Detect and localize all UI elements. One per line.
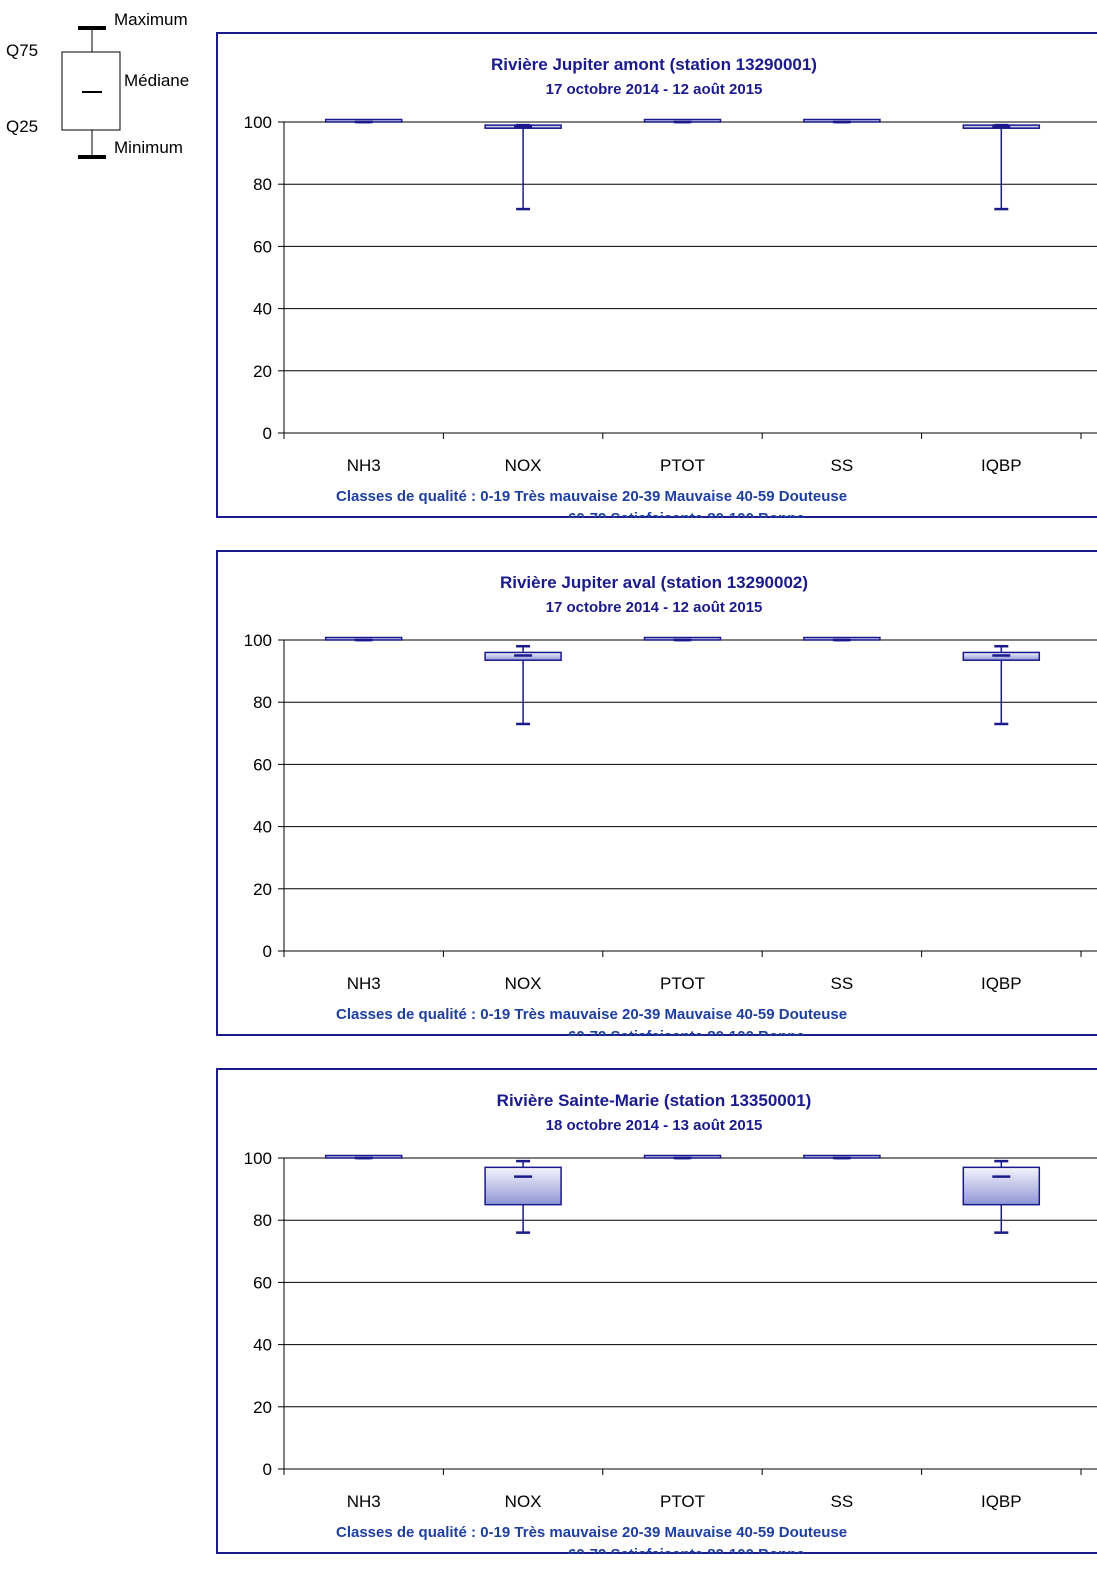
chart-title: Rivière Sainte-Marie (station 13350001) — [497, 1091, 812, 1110]
box-ptot — [643, 1154, 722, 1160]
chart-panel-jupiter-aval: Rivière Jupiter aval (station 13290002) 1… — [216, 550, 1097, 1036]
chart-title: Rivière Jupiter aval (station 13290002) — [500, 573, 808, 592]
x-tick-label: IQBP — [981, 1492, 1022, 1511]
y-tick-label: 20 — [253, 362, 272, 381]
box-iqr — [484, 1166, 562, 1206]
y-tick-label: 80 — [253, 175, 272, 194]
box-nh3 — [324, 118, 403, 124]
x-tick-label: NOX — [505, 456, 542, 475]
chart-panel-jupiter-amont: Rivière Jupiter amont (station 13290001)… — [216, 32, 1097, 518]
x-tick-label: PTOT — [660, 1492, 705, 1511]
box-nox — [484, 1159, 562, 1234]
x-tick-label: NH3 — [347, 974, 381, 993]
x-tick-label: SS — [831, 974, 854, 993]
box-nh3 — [324, 636, 403, 642]
box-ss — [803, 118, 881, 124]
x-tick-label: NH3 — [347, 456, 381, 475]
y-tick-label: 0 — [263, 424, 272, 443]
quality-classes-line1: Classes de qualité : 0-19 Très mauvaise … — [336, 1006, 847, 1023]
chart-frame — [216, 32, 1097, 518]
x-tick-label: IQBP — [981, 974, 1022, 993]
y-tick-label: 0 — [263, 1460, 272, 1479]
y-tick-label: 80 — [253, 693, 272, 712]
quality-classes-line2: 60-79 Satisfaisante 80-100 Bonne — [568, 1028, 805, 1036]
y-tick-label: 100 — [244, 1149, 272, 1168]
boxplot-chart-jupiter-amont: Rivière Jupiter amont (station 13290001)… — [216, 32, 1097, 518]
chart-subtitle: 17 octobre 2014 - 12 août 2015 — [546, 81, 763, 98]
box-iqr — [962, 1166, 1041, 1206]
legend-q75-label: Q75 — [6, 41, 38, 60]
x-tick-label: NOX — [505, 1492, 542, 1511]
box-ptot — [643, 118, 722, 124]
y-tick-label: 20 — [253, 880, 272, 899]
quality-classes-line2: 60-79 Satisfaisante 80-100 Bonne — [568, 510, 805, 518]
box-nh3 — [324, 1154, 403, 1160]
y-tick-label: 60 — [253, 755, 272, 774]
boxplot-chart-sainte-marie: Rivière Sainte-Marie (station 13350001) 1… — [216, 1068, 1097, 1554]
box-iqbp — [962, 1159, 1041, 1234]
box-ss — [803, 636, 881, 642]
boxplot-chart-jupiter-aval: Rivière Jupiter aval (station 13290002) 1… — [216, 550, 1097, 1036]
box-ptot — [643, 636, 722, 642]
box-nox — [484, 123, 562, 211]
y-tick-label: 20 — [253, 1398, 272, 1417]
y-tick-label: 100 — [244, 631, 272, 650]
y-tick-label: 0 — [263, 942, 272, 961]
box-iqbp — [962, 644, 1041, 726]
legend-maximum-label: Maximum — [114, 10, 188, 29]
y-tick-label: 60 — [253, 1273, 272, 1292]
chart-frame — [216, 1068, 1097, 1554]
y-tick-label: 100 — [244, 113, 272, 132]
quality-classes-line1: Classes de qualité : 0-19 Très mauvaise … — [336, 1524, 847, 1541]
chart-title: Rivière Jupiter amont (station 13290001) — [491, 55, 817, 74]
chart-frame — [216, 550, 1097, 1036]
y-tick-label: 40 — [253, 818, 272, 837]
y-tick-label: 80 — [253, 1211, 272, 1230]
chart-subtitle: 18 octobre 2014 - 13 août 2015 — [546, 1117, 763, 1134]
x-tick-label: PTOT — [660, 974, 705, 993]
x-tick-label: NOX — [505, 974, 542, 993]
quality-classes-line2: 60-79 Satisfaisante 80-100 Bonne — [568, 1546, 805, 1554]
x-tick-label: PTOT — [660, 456, 705, 475]
chart-subtitle: 17 octobre 2014 - 12 août 2015 — [546, 599, 763, 616]
y-tick-label: 60 — [253, 237, 272, 256]
x-tick-label: SS — [831, 1492, 854, 1511]
boxplot-legend: Maximum Q75 Médiane Q25 Minimum — [0, 0, 220, 170]
y-tick-label: 40 — [253, 300, 272, 319]
x-tick-label: IQBP — [981, 456, 1022, 475]
x-tick-label: SS — [831, 456, 854, 475]
x-tick-label: NH3 — [347, 1492, 381, 1511]
box-iqbp — [962, 123, 1041, 211]
quality-classes-line1: Classes de qualité : 0-19 Très mauvaise … — [336, 488, 847, 505]
legend-minimum-label: Minimum — [114, 138, 183, 157]
boxplot-legend-graphic: Maximum Q75 Médiane Q25 Minimum — [6, 10, 189, 159]
legend-median-label: Médiane — [124, 71, 189, 90]
y-tick-label: 40 — [253, 1336, 272, 1355]
legend-q25-label: Q25 — [6, 117, 38, 136]
box-nox — [484, 644, 562, 726]
box-ss — [803, 1154, 881, 1160]
chart-panel-sainte-marie: Rivière Sainte-Marie (station 13350001) 1… — [216, 1068, 1097, 1554]
